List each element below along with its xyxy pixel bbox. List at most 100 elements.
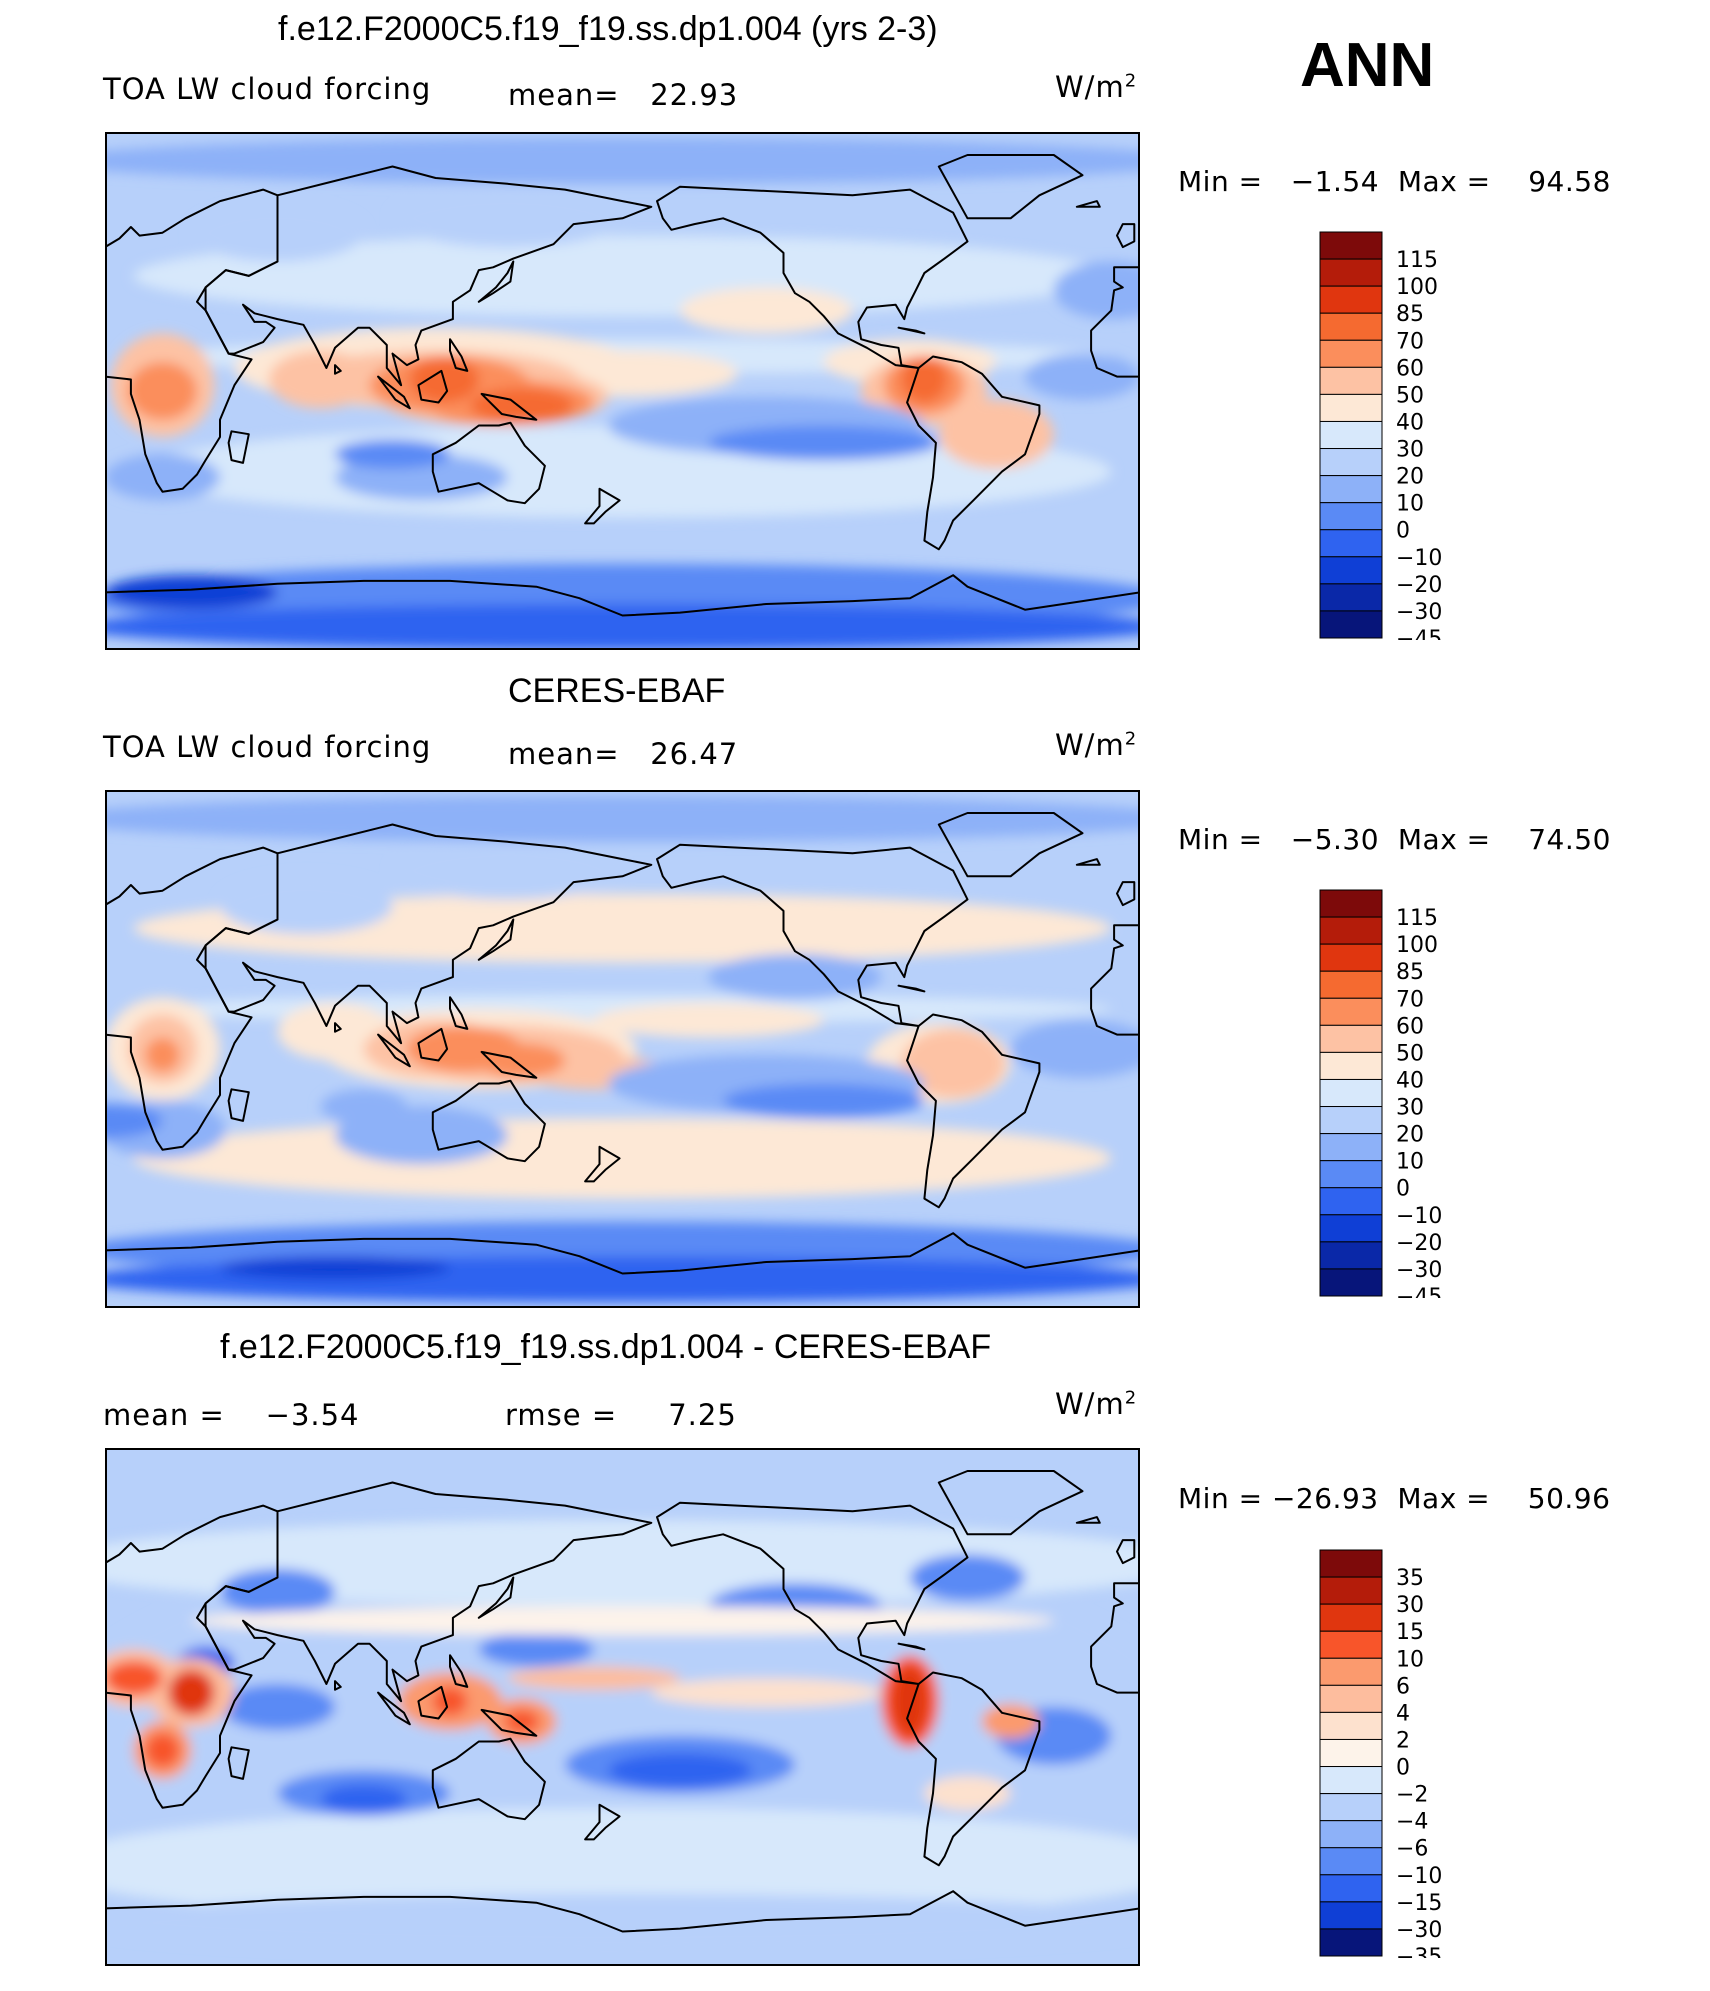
colorbar-swatch xyxy=(1319,1657,1383,1686)
colorbar-swatch xyxy=(1319,1268,1383,1297)
contour-region xyxy=(220,1256,450,1280)
colorbar-swatch xyxy=(1319,1874,1383,1903)
units-sup: 2 xyxy=(1124,70,1138,92)
panel3-mean-value: −3.54 xyxy=(265,1398,360,1432)
colorbar-tick-label: 115 xyxy=(1396,906,1438,931)
colorbar-swatch xyxy=(1319,258,1383,287)
units-sup: 2 xyxy=(1124,1387,1138,1409)
colorbar-swatch xyxy=(1319,943,1383,972)
colorbar-tick-label: 40 xyxy=(1396,1069,1424,1094)
colorbar-swatch xyxy=(1319,1738,1383,1768)
panel2-max-label: Max = xyxy=(1397,823,1491,856)
panel1-units: W/m2 xyxy=(1055,70,1137,104)
panel3-rmse: rmse = 7.25 xyxy=(505,1398,737,1432)
coastline xyxy=(477,260,515,303)
contour-region xyxy=(478,1632,594,1667)
coastline xyxy=(480,392,538,421)
colorbar-tick-label: −30 xyxy=(1396,600,1442,625)
colorbar-swatch xyxy=(1319,448,1383,477)
colorbar-tick-label: 100 xyxy=(1396,275,1438,300)
contour-region xyxy=(105,1519,1140,1607)
coastline xyxy=(937,154,1084,220)
colorbar-tick-label: −10 xyxy=(1396,1864,1442,1889)
colorbar-swatch xyxy=(1319,1187,1383,1216)
coastline xyxy=(480,1050,538,1079)
contour-region xyxy=(593,1002,824,1038)
coastline xyxy=(431,421,546,505)
coastline xyxy=(417,369,449,404)
coastline xyxy=(431,1737,546,1821)
panel2-variable-label: TOA LW cloud forcing xyxy=(103,730,432,764)
colorbar-swatch xyxy=(1319,285,1383,314)
contour-region xyxy=(220,1684,335,1730)
colorbar-tick-label: 0 xyxy=(1396,1177,1410,1202)
colorbar-tick-label: −15 xyxy=(1396,1891,1442,1916)
contour-region xyxy=(105,1894,1140,1952)
coastline xyxy=(1075,200,1101,208)
contour-region xyxy=(168,1669,215,1716)
contour-region xyxy=(1010,1020,1140,1078)
colorbar-tick-label: 20 xyxy=(1396,1123,1424,1148)
contour-region xyxy=(608,1753,752,1788)
colorbar-tick-label: −4 xyxy=(1396,1810,1428,1835)
coastline xyxy=(897,1642,926,1651)
colorbar-swatch xyxy=(1319,1241,1383,1270)
coastline xyxy=(227,1088,250,1122)
coastline xyxy=(1090,924,1140,1036)
coastline xyxy=(417,1027,449,1062)
coastline xyxy=(584,1145,621,1183)
coastline xyxy=(449,1654,469,1688)
contour-region xyxy=(432,1686,468,1716)
coastline xyxy=(334,364,342,375)
colorbar-tick-label: 30 xyxy=(1396,438,1424,463)
panel3-min-label: Min = xyxy=(1178,1482,1263,1515)
map-frame xyxy=(105,1448,1140,1966)
panel2-min-value: −5.30 xyxy=(1290,823,1380,856)
contour-region xyxy=(723,1083,925,1119)
colorbar-swatch xyxy=(1319,1901,1383,1930)
coastline xyxy=(480,1708,538,1737)
coastline xyxy=(377,375,411,410)
colorbar-tick-label: 0 xyxy=(1396,519,1410,544)
colorbar-tick-label: 40 xyxy=(1396,411,1424,436)
colorbar-swatch xyxy=(1319,366,1383,395)
panel3-mean: mean = −3.54 xyxy=(103,1398,360,1432)
panel3-units: W/m2 xyxy=(1055,1387,1137,1421)
colorbar-tick-label: 6 xyxy=(1396,1674,1410,1699)
colorbar-tick-label: −30 xyxy=(1396,1918,1442,1943)
colorbar-tick-label: 10 xyxy=(1396,1647,1424,1672)
contour-region xyxy=(1053,261,1140,320)
colorbar-tick-label: −35 xyxy=(1396,1945,1442,1958)
contour-region xyxy=(105,604,1140,650)
colorbar-tick-label: 35 xyxy=(1396,1566,1424,1591)
coastline xyxy=(227,1746,250,1780)
colorbar-swatch xyxy=(1319,1078,1383,1108)
contour-region xyxy=(105,137,1140,184)
panel3-title: f.e12.F2000C5.f19_f19.ss.dp1.004 - CERES… xyxy=(220,1328,992,1366)
coastline xyxy=(204,823,653,1045)
coastline xyxy=(584,1803,621,1841)
colorbar-tick-label: 115 xyxy=(1396,248,1438,273)
colorbar-tick-label: −2 xyxy=(1396,1783,1428,1808)
colorbar-tick-label: 2 xyxy=(1396,1729,1410,1754)
contour-region xyxy=(268,350,373,409)
coastline xyxy=(1116,881,1136,907)
colorbar-swatch xyxy=(1319,1106,1383,1135)
panel2-map xyxy=(105,790,1140,1308)
contour-region xyxy=(105,1660,163,1696)
colorbar-tick-label: −10 xyxy=(1396,1204,1442,1229)
coastline xyxy=(584,487,621,525)
contour-region xyxy=(708,425,939,461)
contour-region xyxy=(133,235,1112,317)
panel2-units: W/m2 xyxy=(1055,728,1137,762)
colorbar-tick-label: −6 xyxy=(1396,1837,1428,1862)
colorbar-swatch xyxy=(1319,1847,1383,1876)
colorbar-swatch xyxy=(1319,475,1383,504)
units-text: W/m xyxy=(1055,70,1125,104)
colorbar-tick-label: −20 xyxy=(1396,573,1442,598)
colorbar-swatch xyxy=(1319,339,1383,368)
coastline xyxy=(377,1691,411,1726)
colorbar-swatch xyxy=(1319,556,1383,585)
colorbar-swatch xyxy=(1319,1793,1383,1822)
